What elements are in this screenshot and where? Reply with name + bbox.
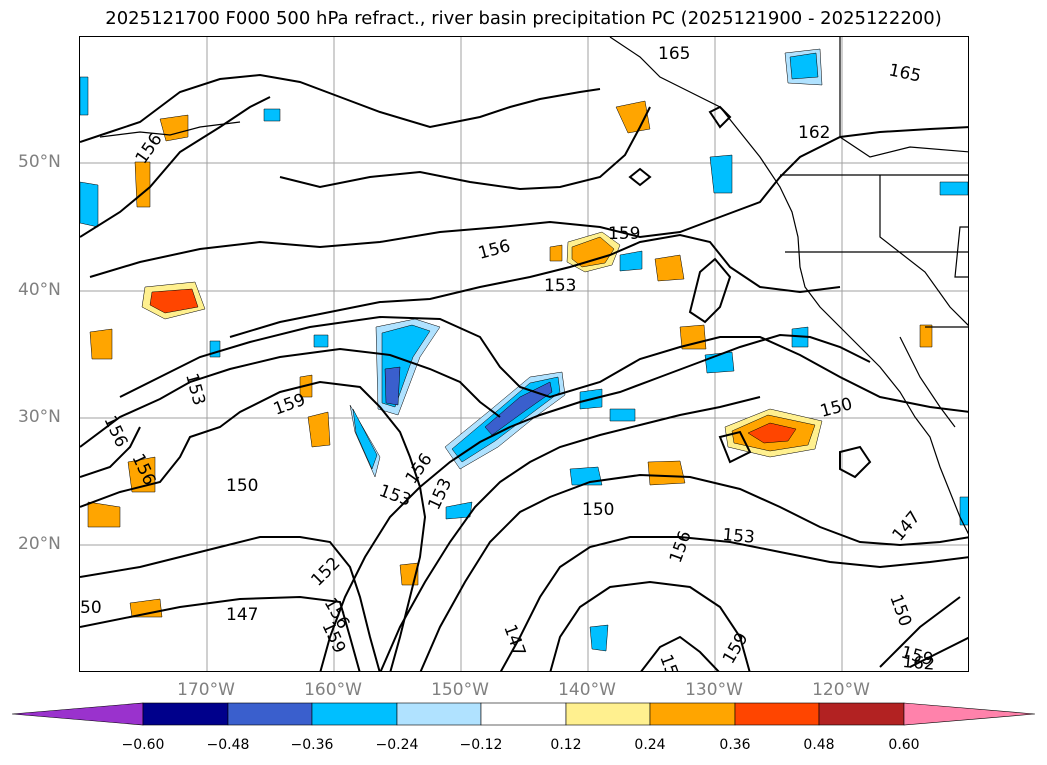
colorbar-segment	[480, 702, 567, 726]
contour-label: 159	[608, 224, 640, 244]
colorbar-tick-label: −0.60	[121, 737, 165, 753]
contour-label: 147	[889, 507, 925, 545]
contour-label: 150	[582, 500, 614, 520]
coastlines	[99, 37, 968, 535]
contour-label: 153	[376, 481, 413, 511]
contour-label: 50	[80, 598, 102, 618]
colorbar-segment	[396, 702, 482, 726]
contour-label: 162	[798, 123, 830, 143]
contour-label: 165	[887, 60, 923, 86]
contour-label: 153	[544, 276, 576, 296]
colorbar-tick-label: 0.24	[634, 737, 666, 753]
colorbar-segment	[818, 702, 905, 726]
contour-label: 156	[402, 450, 437, 488]
contour-label: 150	[226, 476, 258, 496]
lat-label-30n: 30°N	[18, 407, 61, 427]
contour-label: 153	[722, 525, 756, 548]
contour-label: 156	[666, 528, 696, 565]
colorbar-segments	[11, 702, 1036, 726]
colorbar-tick-label: −0.36	[290, 737, 334, 753]
contour-label: 152	[307, 553, 344, 590]
lat-label-40n: 40°N	[18, 280, 61, 300]
contour-label: 150	[885, 592, 915, 629]
colorbar-segment	[565, 702, 651, 726]
contour-label: 165	[658, 44, 690, 64]
contour-label: 15	[655, 652, 681, 672]
colorbar-tick-label: −0.48	[206, 737, 250, 753]
lon-label-140w: 140°W	[558, 680, 616, 700]
colorbar-tick-label: 0.36	[719, 737, 751, 753]
colorbar-segment	[227, 702, 313, 726]
colorbar-segment	[142, 702, 229, 726]
lat-label-20n: 20°N	[18, 534, 61, 554]
contour-label: 147	[226, 605, 258, 625]
colorbar-tick-label: 0.60	[888, 737, 920, 753]
refractivity-contours	[80, 73, 968, 671]
contour-labels: 165 165 162 156 159 156 153 153 159 150 …	[80, 44, 936, 672]
colorbar-segment	[649, 702, 736, 726]
contour-label: 162	[902, 652, 936, 672]
lon-label-150w: 150°W	[431, 680, 489, 700]
map-panel: 165 165 162 156 159 156 153 153 159 150 …	[79, 36, 969, 672]
map-title: 2025121700 F000 500 hPa refract., river …	[105, 8, 942, 29]
map-canvas: 165 165 162 156 159 156 153 153 159 150 …	[80, 37, 968, 672]
colorbar-tick-label: −0.12	[459, 737, 503, 753]
colorbar-segment	[11, 702, 144, 726]
lon-label-170w: 170°W	[177, 680, 235, 700]
colorbar-tick-label: −0.24	[375, 737, 419, 753]
lon-label-160w: 160°W	[304, 680, 362, 700]
lon-label-130w: 130°W	[685, 680, 743, 700]
colorbar-tick-label: 0.48	[803, 737, 835, 753]
colorbar-segment	[311, 702, 398, 726]
negative-anomaly-patches	[80, 48, 968, 652]
colorbar-tick-label: 0.12	[550, 737, 582, 753]
colorbar-segment	[903, 702, 1036, 726]
lon-label-120w: 120°W	[812, 680, 870, 700]
colorbar	[11, 702, 1036, 726]
colorbar-segment	[734, 702, 820, 726]
contour-label: 156	[476, 236, 513, 264]
lat-label-50n: 50°N	[18, 152, 61, 172]
